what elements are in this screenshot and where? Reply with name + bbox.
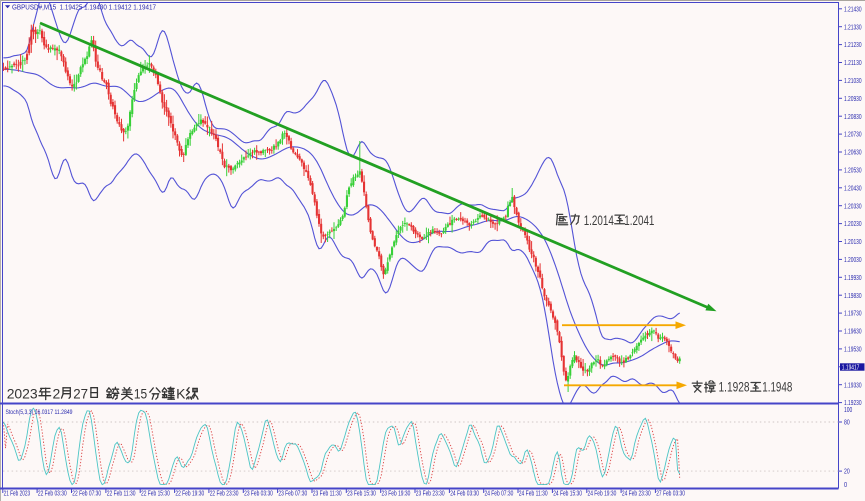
svg-text:1.21230: 1.21230 — [844, 42, 862, 49]
svg-text:1.19730: 1.19730 — [844, 311, 862, 318]
svg-text:22 Feb 07:30: 22 Feb 07:30 — [72, 490, 101, 497]
svg-text:1.20630: 1.20630 — [844, 150, 862, 157]
svg-text:24 Feb 15:30: 24 Feb 15:30 — [553, 490, 582, 497]
svg-text:1.1948: 1.1948 — [762, 379, 792, 395]
svg-text:1.21330: 1.21330 — [844, 24, 862, 31]
svg-text:22 Feb 03:30: 22 Feb 03:30 — [38, 490, 67, 497]
svg-text:20: 20 — [844, 469, 850, 476]
svg-text:21 Feb 2023: 21 Feb 2023 — [4, 490, 31, 497]
svg-text:27 Feb 03:30: 27 Feb 03:30 — [656, 490, 685, 497]
svg-text:23 Feb 23:30: 23 Feb 23:30 — [416, 490, 445, 497]
svg-text:23 Feb 15:30: 23 Feb 15:30 — [347, 490, 376, 497]
svg-text:1.19417: 1.19417 — [842, 365, 860, 372]
svg-text:2: 2 — [53, 386, 61, 402]
svg-text:1.19930: 1.19930 — [844, 275, 862, 282]
svg-text:27: 27 — [73, 386, 88, 402]
svg-text:23 Feb 07:30: 23 Feb 07:30 — [278, 490, 307, 497]
svg-text:1.21030: 1.21030 — [844, 78, 862, 85]
svg-text:1.20530: 1.20530 — [844, 168, 862, 175]
svg-text:24 Feb 23:30: 24 Feb 23:30 — [622, 490, 651, 497]
svg-text:1.19530: 1.19530 — [844, 347, 862, 354]
svg-text:1.20730: 1.20730 — [844, 132, 862, 139]
svg-text:80: 80 — [844, 420, 850, 427]
svg-text:24 Feb 07:30: 24 Feb 07:30 — [485, 490, 514, 497]
svg-text:15: 15 — [134, 386, 147, 402]
svg-text:1.20230: 1.20230 — [844, 221, 862, 228]
svg-text:Stoch(5,3,3) 16.0317 11.2849: Stoch(5,3,3) 16.0317 11.2849 — [6, 409, 73, 416]
svg-text:1.20830: 1.20830 — [844, 114, 862, 121]
svg-text:24 Feb 03:30: 24 Feb 03:30 — [450, 490, 479, 497]
svg-text:22 Feb 15:30: 22 Feb 15:30 — [141, 490, 170, 497]
svg-text:1.1928: 1.1928 — [719, 379, 750, 395]
svg-text:1.2041: 1.2041 — [624, 213, 654, 229]
svg-text:1.19230: 1.19230 — [844, 400, 862, 407]
svg-text:2023: 2023 — [7, 386, 38, 402]
svg-text:1.21130: 1.21130 — [844, 60, 862, 67]
svg-text:1.19830: 1.19830 — [844, 293, 862, 300]
svg-text:24 Feb 19:30: 24 Feb 19:30 — [588, 490, 617, 497]
svg-text:23 Feb 11:30: 23 Feb 11:30 — [313, 490, 342, 497]
svg-text:1.19330: 1.19330 — [844, 382, 862, 389]
svg-text:0: 0 — [844, 482, 847, 489]
svg-text:23 Feb 03:30: 23 Feb 03:30 — [244, 490, 273, 497]
svg-text:22 Feb 23:30: 22 Feb 23:30 — [210, 490, 239, 497]
svg-text:1.19630: 1.19630 — [844, 329, 862, 336]
svg-text:22 Feb 11:30: 22 Feb 11:30 — [107, 490, 136, 497]
svg-text:24 Feb 11:30: 24 Feb 11:30 — [519, 490, 548, 497]
svg-text:1.20330: 1.20330 — [844, 203, 862, 210]
svg-text:K: K — [176, 386, 186, 402]
svg-text:1.20130: 1.20130 — [844, 239, 862, 246]
svg-text:100: 100 — [844, 407, 852, 414]
svg-text:1.2014: 1.2014 — [584, 213, 614, 229]
svg-text:22 Feb 19:30: 22 Feb 19:30 — [175, 490, 204, 497]
svg-text:GBPUSD#,M15 1.19425 1.19430 1: GBPUSD#,M15 1.19425 1.19430 1.19412 1.19… — [12, 3, 156, 12]
svg-text:1.20930: 1.20930 — [844, 96, 862, 103]
svg-text:1.21430: 1.21430 — [844, 6, 862, 13]
svg-text:1.20430: 1.20430 — [844, 185, 862, 192]
svg-text:23 Feb 19:30: 23 Feb 19:30 — [382, 490, 411, 497]
svg-text:1.20030: 1.20030 — [844, 257, 862, 264]
